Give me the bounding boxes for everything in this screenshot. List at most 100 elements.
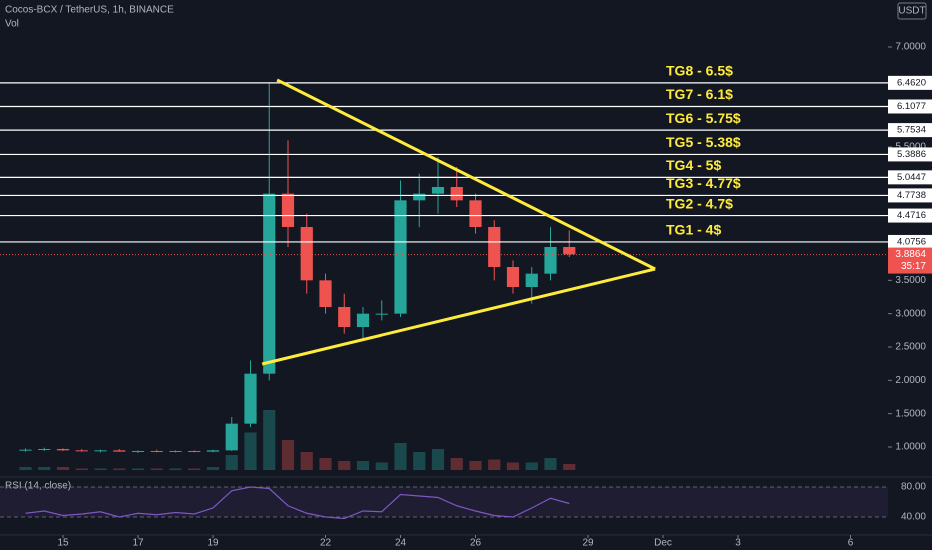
volume-bar	[544, 458, 557, 470]
volume-bar	[375, 462, 388, 470]
candle-body	[244, 373, 257, 424]
y-tick-label: 3.5000	[895, 275, 926, 286]
x-tick-label: 6	[848, 538, 854, 549]
y-tick-label: 1.5000	[895, 408, 926, 419]
volume-bar	[450, 458, 463, 470]
volume-bar	[19, 467, 32, 470]
volume-bar	[413, 452, 426, 470]
candle-body	[469, 200, 482, 227]
candle-body	[188, 451, 201, 452]
volume-label: Vol	[5, 19, 19, 30]
level-label: 5.7534	[897, 125, 926, 136]
candle-body	[563, 247, 576, 255]
level-box	[888, 99, 932, 114]
level-box	[888, 234, 932, 249]
rsi-tick-label: 80.00	[901, 482, 926, 493]
volume-bar	[263, 410, 276, 470]
level-box	[888, 75, 932, 90]
y-tick-label: 7.0000	[895, 42, 926, 53]
target-label: TG2 - 4.7$	[666, 195, 733, 211]
x-tick-label: 29	[582, 538, 594, 549]
candle-body	[319, 280, 332, 307]
volume-bar	[206, 467, 220, 470]
x-tick-label: 17	[132, 538, 144, 549]
currency[interactable]: USDT	[898, 6, 925, 17]
target-label: TG5 - 5.38$	[666, 134, 741, 150]
volume-bar	[525, 462, 538, 470]
candle-body	[525, 273, 538, 287]
y-tick-label: 1.0000	[895, 442, 926, 453]
triangle-line	[261, 267, 656, 366]
candle-body	[488, 227, 501, 267]
candle-body	[281, 193, 295, 227]
volume-bar	[188, 468, 201, 470]
volume-bar	[94, 468, 107, 470]
candle-body	[38, 449, 51, 450]
candle-body	[94, 450, 107, 452]
level-box	[888, 123, 932, 138]
currency-box[interactable]	[897, 2, 927, 20]
volume-bar	[150, 468, 163, 470]
volume-bar	[281, 440, 295, 470]
candle-body	[375, 313, 388, 315]
triangle-line	[276, 78, 656, 271]
level-label: 5.3886	[897, 149, 926, 160]
volume-bar	[488, 459, 501, 470]
x-tick-label: 22	[320, 538, 332, 549]
candle-body	[506, 267, 520, 287]
candle-body	[263, 193, 276, 374]
target-label: TG1 - 4$	[666, 222, 721, 238]
candle-body	[19, 449, 32, 451]
x-tick-label: Dec	[654, 538, 672, 549]
volume-bar	[56, 467, 70, 470]
candle-body	[131, 451, 145, 452]
candle-body	[225, 423, 238, 451]
volume-bar	[319, 458, 332, 470]
volume-bar	[356, 461, 370, 470]
x-tick-label: 26	[470, 538, 482, 549]
volume-bar	[225, 455, 238, 470]
candle-body	[338, 307, 351, 327]
target-label: TG7 - 6.1$	[666, 86, 733, 102]
candle-body	[394, 200, 407, 314]
level-label: 6.4620	[897, 77, 926, 88]
x-tick-label: 19	[207, 538, 219, 549]
level-label: 6.1077	[897, 101, 926, 112]
level-box	[888, 170, 932, 185]
volume-bar	[113, 468, 126, 470]
volume-bar	[244, 432, 257, 470]
y-tick-label: 3.0000	[895, 308, 926, 319]
countdown: 35:17	[901, 261, 926, 272]
candle-body	[413, 193, 426, 201]
target-label: TG4 - 5$	[666, 157, 721, 173]
volume-bar	[469, 461, 482, 470]
target-label: TG3 - 4.77$	[666, 175, 741, 191]
volume-bar	[300, 452, 313, 470]
volume-bar	[169, 468, 182, 470]
volume-bar	[38, 467, 51, 470]
candle-body	[431, 187, 445, 194]
y-tick-label: 2.5000	[895, 342, 926, 353]
volume-bar	[563, 464, 576, 470]
x-tick-label: 3	[735, 538, 741, 549]
last-price-label: 3.8864	[895, 249, 926, 260]
volume-bar	[431, 449, 445, 470]
volume-bar	[75, 468, 88, 470]
rsi-tick-label: 40.00	[901, 512, 926, 523]
price-axis	[888, 0, 932, 550]
volume-bar	[394, 443, 407, 470]
candle-body	[169, 451, 182, 452]
candle-body	[544, 247, 557, 274]
last-price-box	[888, 247, 932, 274]
volume-bar	[506, 462, 520, 470]
candle-body	[450, 187, 463, 201]
target-label: TG8 - 6.5$	[666, 63, 733, 79]
rsi-label: RSI (14, close)	[5, 481, 71, 492]
candle-body	[113, 450, 126, 452]
level-label: 4.0756	[897, 236, 926, 247]
volume-bar	[131, 468, 145, 470]
x-tick-label: 24	[395, 538, 407, 549]
rsi-band	[0, 487, 888, 517]
candle-body	[150, 451, 163, 452]
